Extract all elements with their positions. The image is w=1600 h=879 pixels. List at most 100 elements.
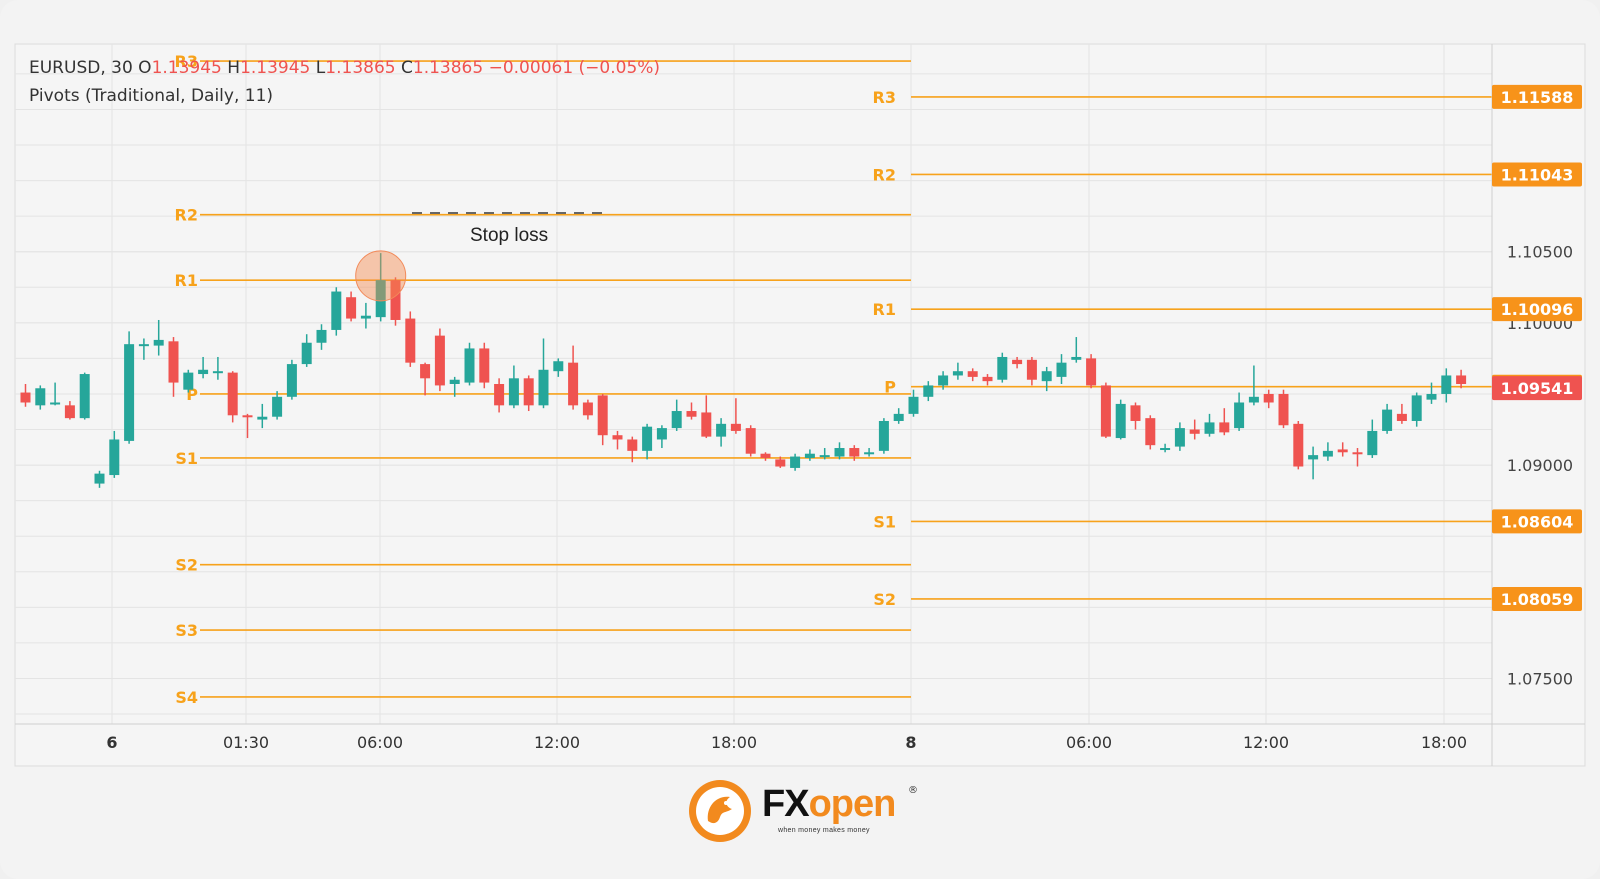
- candle-body: [1160, 448, 1171, 451]
- pivot-lines: R3 R2 R1 P S1 S2 S3 S4 R3 R2 R1 P S1 S2: [175, 52, 1492, 707]
- price-tick-label: 1.07500: [1507, 669, 1573, 688]
- candle-body: [1426, 393, 1437, 400]
- candle-body: [257, 416, 268, 420]
- candle-body: [1086, 358, 1097, 386]
- candle-body: [656, 428, 667, 440]
- candle-body: [1219, 422, 1230, 433]
- candle-body: [819, 455, 830, 458]
- candle-body: [109, 439, 120, 476]
- candles: [20, 253, 1467, 488]
- candle-body: [967, 371, 978, 377]
- price-tags: 1.115881.110431.100961.095511.086041.080…: [1492, 84, 1582, 611]
- time-tick-label: 18:00: [711, 733, 757, 752]
- candle-body: [1100, 385, 1111, 437]
- candle-body: [479, 348, 490, 383]
- candle-body: [1441, 375, 1452, 394]
- candle-body: [790, 456, 801, 468]
- stop-loss-annotation: Stop loss: [355, 212, 606, 302]
- candle-body: [1367, 430, 1378, 456]
- candle-body: [494, 384, 505, 406]
- price-tag-bg: [1492, 509, 1582, 534]
- candle-body: [701, 412, 712, 437]
- time-tick-label: 06:00: [357, 733, 403, 752]
- registered-mark: ®: [908, 785, 918, 796]
- candle-body: [1263, 393, 1274, 403]
- pivot-label-s1: S1: [873, 512, 896, 531]
- close-label: C: [401, 58, 413, 78]
- pivot-label-p: P: [186, 385, 198, 404]
- candle-body: [434, 335, 445, 386]
- candle-body: [20, 392, 31, 403]
- candle-body: [597, 395, 608, 436]
- candle-body: [183, 372, 194, 390]
- time-tick-label: 18:00: [1421, 733, 1467, 752]
- candle-body: [331, 291, 342, 330]
- candle-body: [893, 413, 904, 421]
- open-label: O: [138, 58, 152, 78]
- candle-body: [745, 428, 756, 454]
- candle-body: [138, 344, 149, 347]
- candle-body: [923, 385, 934, 397]
- candle-body: [878, 420, 889, 451]
- candle-body: [360, 315, 371, 319]
- candle-body: [1145, 418, 1156, 446]
- candle-body: [1382, 409, 1393, 431]
- candle-body: [212, 371, 223, 374]
- candle-body: [553, 361, 564, 372]
- pivot-label-r1: R1: [175, 271, 198, 290]
- candle-body: [50, 402, 61, 405]
- candle-body: [834, 448, 845, 457]
- price-tag-r3: 1.11588: [1501, 88, 1574, 107]
- dragon-logo-icon: [689, 780, 751, 842]
- candle-body: [242, 415, 253, 418]
- candle-body: [79, 374, 90, 419]
- pivot-label-r3: R3: [175, 52, 198, 71]
- candle-body: [94, 473, 105, 484]
- price-tag-s1: 1.08604: [1501, 512, 1574, 531]
- candle-body: [804, 453, 815, 458]
- candle-body: [627, 439, 638, 451]
- pivot-label-r2: R2: [873, 165, 896, 184]
- stop-loss-circle: [355, 250, 407, 302]
- price-tag-r1: 1.10096: [1501, 300, 1574, 319]
- pivot-label-s1: S1: [175, 449, 198, 468]
- candle-body: [124, 344, 135, 441]
- open-value: 1.13945: [151, 58, 222, 78]
- candle-body: [1322, 450, 1333, 457]
- candle-body: [272, 396, 283, 417]
- candle-body: [1174, 428, 1185, 447]
- candle-body: [1278, 393, 1289, 426]
- symbol-label[interactable]: EURUSD, 30: [29, 58, 133, 78]
- price-tag-bg: [1492, 84, 1582, 109]
- candle-body: [1234, 402, 1245, 429]
- candle-body: [1041, 371, 1052, 382]
- low-value: 1.13865: [325, 58, 396, 78]
- candle-body: [864, 452, 875, 455]
- low-label: L: [315, 58, 326, 78]
- time-tick-label: 12:00: [1243, 733, 1289, 752]
- price-tick-label: 1.10500: [1507, 243, 1573, 262]
- candle-body: [938, 375, 949, 386]
- candle-body: [908, 396, 919, 414]
- time-tick-label: 6: [106, 733, 117, 752]
- candle-body: [449, 379, 460, 384]
- candle-body: [582, 402, 593, 416]
- high-label: H: [227, 58, 241, 78]
- pivot-label-s2: S2: [873, 590, 896, 609]
- candle-body: [227, 372, 238, 416]
- candle-body: [1189, 429, 1200, 434]
- time-tick-label: 01:30: [223, 733, 269, 752]
- candle-body: [1411, 395, 1422, 421]
- candle-body: [1308, 455, 1319, 460]
- pivot-label-r3: R3: [873, 88, 896, 107]
- price-tag-bg: [1492, 162, 1582, 187]
- candle-body: [168, 341, 179, 383]
- price-tag-r2: 1.11043: [1501, 165, 1574, 184]
- last-price-bg: [1492, 376, 1582, 401]
- candle-body: [997, 356, 1008, 380]
- time-scale[interactable]: 6 01:30 06:00 12:00 18:00 8 06:00 12:00 18:00: [106, 733, 1467, 752]
- indicator-legend[interactable]: Pivots (Traditional, Daily, 11): [29, 86, 274, 106]
- candle-body: [405, 318, 416, 363]
- candle-body: [538, 369, 549, 406]
